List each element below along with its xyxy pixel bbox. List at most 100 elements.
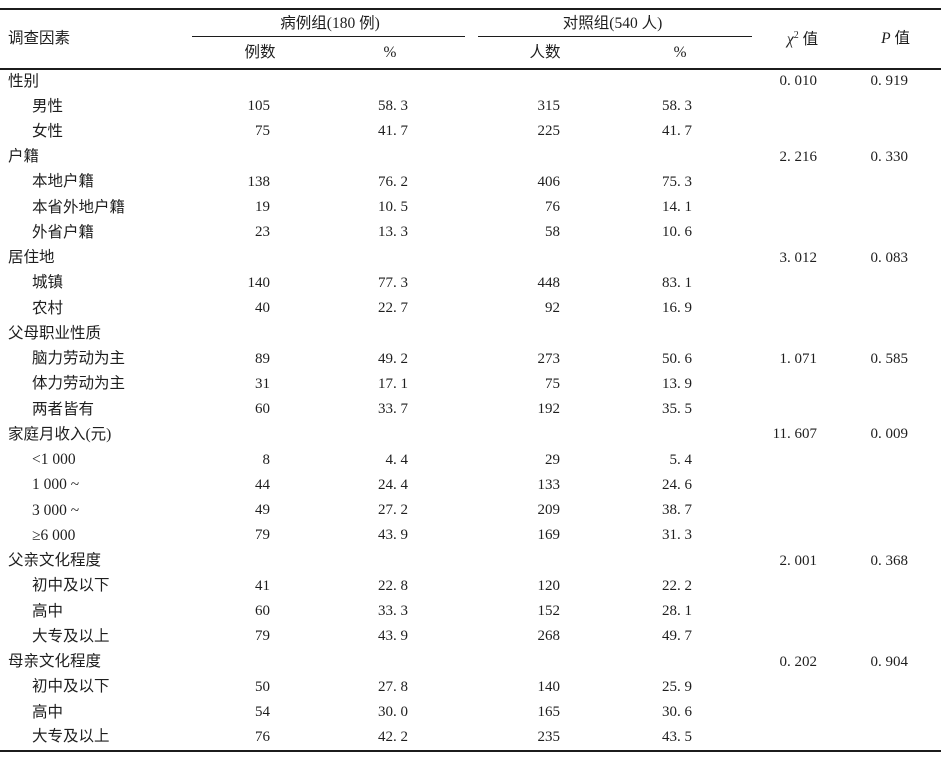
p-value-cell <box>850 372 941 397</box>
table-row: 本地户籍 138 76. 2 406 75. 3 <box>0 170 941 195</box>
case-percent-cell <box>285 145 470 170</box>
chi-square-cell <box>755 625 850 650</box>
table-row: 本省外地户籍 19 10. 5 76 14. 1 <box>0 195 941 220</box>
chi-square-cell <box>755 372 850 397</box>
factor-cell: 性别 <box>8 72 40 90</box>
chi-square-cell: 3. 012 <box>779 249 818 266</box>
table-row: 居住地 3. 012 0. 083 <box>0 246 941 271</box>
chi-square-cell <box>755 195 850 220</box>
control-percent-cell: 24. 6 <box>662 476 693 493</box>
survey-factors-table: 调查因素 病例组(180 例) 对照组(540 人) χ2 值 P 值 例数 %… <box>0 8 941 752</box>
chi-square-cell <box>755 322 850 347</box>
control-count-cell: 235 <box>470 725 576 752</box>
case-count-cell <box>190 423 285 448</box>
control-count-cell: 29 <box>545 451 561 468</box>
factor-cell: 脑力劳动为主 <box>32 350 126 368</box>
chi-label: 值 <box>802 31 819 49</box>
control-count-cell: 315 <box>537 98 561 114</box>
case-percent-cell: 10. 5 <box>378 199 409 215</box>
control-percent-cell <box>575 549 755 574</box>
p-value-cell <box>850 94 941 119</box>
factor-cell: 户籍 <box>8 148 40 166</box>
factor-cell: 父母职业性质 <box>8 324 102 342</box>
case-percent-cell: 27. 8 <box>378 678 409 695</box>
p-value-cell <box>850 296 941 321</box>
p-value-cell <box>850 170 941 195</box>
table-row: 城镇 140 77. 3 448 83. 1 <box>0 271 941 296</box>
control-percent-cell: 43. 5 <box>575 725 756 752</box>
p-value-cell <box>850 524 941 549</box>
control-percent-cell <box>575 650 755 675</box>
p-value-cell: 0. 585 <box>870 350 909 367</box>
control-percent-cell: 38. 7 <box>662 502 693 518</box>
control-count-cell: 165 <box>537 704 561 720</box>
control-count-cell <box>470 423 575 448</box>
control-percent-cell <box>575 423 755 448</box>
p-value-cell <box>850 448 941 473</box>
control-percent-cell: 41. 7 <box>662 123 693 140</box>
case-count-cell: 40 <box>255 300 270 316</box>
control-count-cell: 448 <box>537 274 561 291</box>
factor-cell: 高中 <box>32 602 64 620</box>
chi-symbol: χ <box>786 31 794 49</box>
case-count-cell: 79 <box>255 527 270 544</box>
p-value-cell: 0. 919 <box>870 73 909 90</box>
control-percent-cell: 22. 2 <box>662 577 693 594</box>
p-value-cell: 0. 368 <box>870 552 909 569</box>
control-percent-cell: 31. 3 <box>662 527 693 544</box>
case-percent-cell: 43. 9 <box>378 628 409 645</box>
control-count-cell: 406 <box>537 173 561 190</box>
control-count-cell: 209 <box>537 502 561 518</box>
p-value-cell <box>850 397 941 422</box>
table-row: 脑力劳动为主 89 49. 2 273 50. 6 1. 071 0. 585 <box>0 347 941 372</box>
case-percent-column-header: % <box>285 37 471 70</box>
case-group-spanner: 病例组(180 例) <box>190 9 470 37</box>
factor-cell: 父亲文化程度 <box>8 552 102 570</box>
case-count-cell <box>190 650 285 675</box>
control-percent-cell: 75. 3 <box>662 173 693 190</box>
chi-square-cell <box>755 397 850 422</box>
factor-cell: 外省户籍 <box>32 223 95 241</box>
control-count-cell: 169 <box>537 527 561 544</box>
chi-square-cell: 0. 010 <box>779 73 818 90</box>
table-row: 男性 105 58. 3 315 58. 3 <box>0 94 941 119</box>
control-count-cell <box>470 322 575 347</box>
chi-square-cell <box>755 675 850 700</box>
table-row: 3 000 ~ 49 27. 2 209 38. 7 <box>0 498 941 523</box>
chi-square-cell <box>755 700 850 725</box>
case-percent-cell: 24. 4 <box>378 476 409 493</box>
case-count-cell: 75 <box>255 123 270 140</box>
p-value-cell: 0. 083 <box>870 249 909 266</box>
table-header: 调查因素 病例组(180 例) 对照组(540 人) χ2 值 P 值 例数 %… <box>0 9 941 70</box>
table-row: ≥6 000 79 43. 9 169 31. 3 <box>0 524 941 549</box>
factor-cell: 城镇 <box>32 274 64 292</box>
case-count-cell <box>190 69 285 94</box>
case-percent-cell: 77. 3 <box>378 274 409 291</box>
table-row: 性别 0. 010 0. 919 <box>0 69 941 94</box>
factor-cell: 母亲文化程度 <box>8 653 102 671</box>
p-value-cell <box>850 574 941 599</box>
p-value-cell: 0. 330 <box>870 148 909 165</box>
control-count-cell: 76 <box>545 199 561 215</box>
table-row: 农村 40 22. 7 92 16. 9 <box>0 296 941 321</box>
factor-cell: 大专及以上 <box>0 725 190 752</box>
case-count-cell: 76 <box>190 725 285 752</box>
chi-square-cell <box>755 599 850 624</box>
control-percent-column-header: % <box>575 37 756 70</box>
factor-cell: 居住地 <box>8 249 55 267</box>
chi-square-cell <box>755 574 850 599</box>
control-count-cell: 268 <box>537 628 561 645</box>
chi-superscript: 2 <box>793 29 799 41</box>
p-value-cell <box>850 599 941 624</box>
control-count-cell: 140 <box>537 678 561 695</box>
control-count-cell: 58 <box>545 224 561 241</box>
table-row: 母亲文化程度 0. 202 0. 904 <box>0 650 941 675</box>
chi-square-cell <box>755 120 850 145</box>
control-percent-cell: 14. 1 <box>662 199 693 215</box>
case-count-cell: 19 <box>255 199 270 215</box>
control-percent-cell <box>575 145 755 170</box>
case-percent-cell <box>285 650 470 675</box>
control-count-cell <box>470 549 575 574</box>
case-percent-cell: 13. 3 <box>378 224 409 241</box>
table-row: 家庭月收入(元) 11. 607 0. 009 <box>0 423 941 448</box>
